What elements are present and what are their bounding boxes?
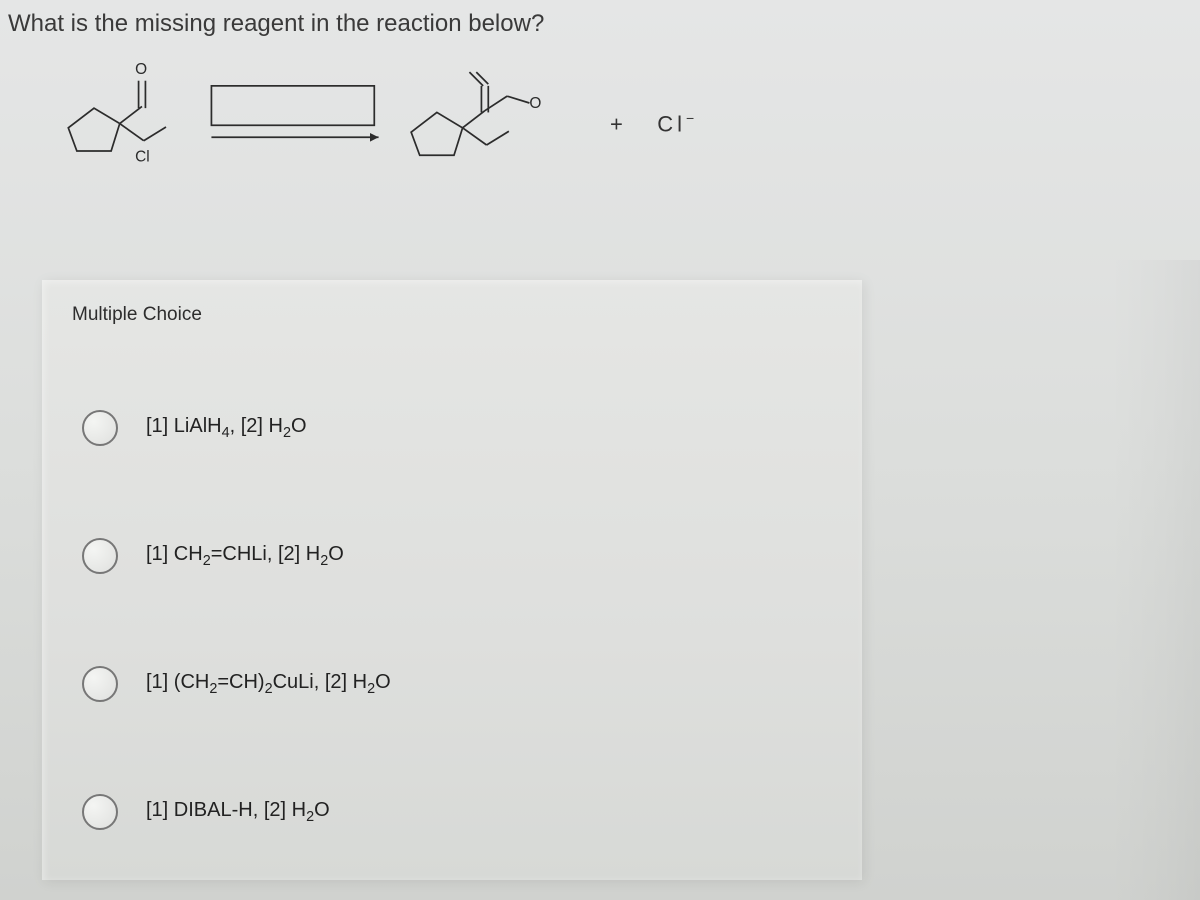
question-text: What is the missing reagent in the react… — [8, 10, 544, 38]
choice-1-label: [1] LiAlH4, [2] H2O — [146, 415, 307, 441]
choice-2[interactable]: [1] CH2=CHLi, [2] H2O — [82, 538, 344, 574]
radio-icon[interactable] — [82, 794, 118, 830]
choice-2-label: [1] CH2=CHLi, [2] H2O — [146, 543, 344, 569]
cl-anion: Cl — [657, 111, 686, 136]
radio-icon[interactable] — [82, 410, 118, 446]
oxygen-label-right: O — [529, 95, 541, 112]
choice-4-label: [1] DIBAL-H, [2] H2O — [146, 799, 330, 825]
minus-charge: − — [686, 110, 698, 126]
multiple-choice-panel: Multiple Choice [1] LiAlH4, [2] H2O [1] … — [42, 280, 862, 880]
right-edge-gradient — [1110, 260, 1200, 900]
cl-label: Cl — [135, 148, 150, 165]
oxygen-label-left: O — [135, 61, 147, 78]
radio-icon[interactable] — [82, 538, 118, 574]
plus-sign: + — [610, 111, 627, 136]
byproduct-text: + Cl− — [610, 110, 698, 137]
mc-heading: Multiple Choice — [72, 304, 202, 326]
reagent-blank-box — [211, 86, 374, 125]
choice-3-label: [1] (CH2=CH)2CuLi, [2] H2O — [146, 671, 391, 697]
choice-3[interactable]: [1] (CH2=CH)2CuLi, [2] H2O — [82, 666, 391, 702]
choice-1[interactable]: [1] LiAlH4, [2] H2O — [82, 410, 307, 446]
choice-4[interactable]: [1] DIBAL-H, [2] H2O — [82, 794, 330, 830]
radio-icon[interactable] — [82, 666, 118, 702]
